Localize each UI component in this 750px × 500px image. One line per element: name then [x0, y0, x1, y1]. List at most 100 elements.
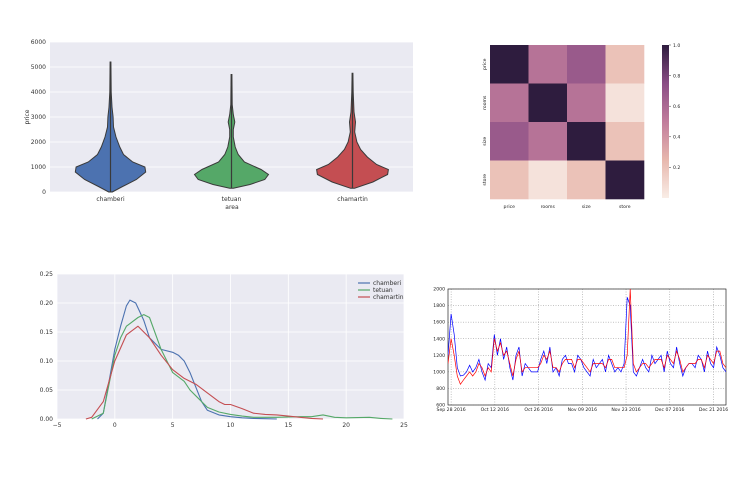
heatmap-cell	[567, 122, 606, 161]
colorbar-tick-label: 0.4	[673, 135, 680, 141]
timeseries-x-tick-label: Dec 21 2016	[699, 407, 728, 413]
heatmap-cell	[490, 122, 529, 161]
heatmap-column-label: rooms	[541, 204, 556, 210]
kde-y-tick-label: 0.10	[40, 358, 54, 365]
timeseries-x-tick-label: Dec 07 2016	[655, 407, 684, 413]
heatmap-column-label: price	[504, 204, 516, 210]
violin-y-tick-label: 4000	[31, 89, 46, 96]
kde-x-tick-label: 20	[342, 422, 350, 429]
timeseries-x-tick-label: Nov 23 2016	[611, 407, 640, 413]
kde-y-tick-label: 0.05	[40, 387, 54, 394]
violin-chart: 0 1000 2000 3000 4000 5000 6000 chamberi tetuan…	[24, 39, 413, 211]
violin-y-axis-label: price	[24, 109, 31, 124]
timeseries-y-tick-label: 800	[436, 386, 445, 392]
kde-line-chamartin	[85, 325, 324, 420]
timeseries-y-tick-label: 1000	[433, 369, 445, 375]
heatmap-cell	[528, 122, 568, 161]
kde-x-tick-label: 15	[285, 422, 293, 429]
timeseries-x-tick-label: Nov 09 2016	[568, 407, 597, 413]
timeseries-y-tick-label: 1200	[433, 353, 445, 359]
heatmap-cell	[528, 83, 568, 123]
timeseries-chart: 600 800 1000 1200 1400 1600 1800 2000 Sep 28 20…	[433, 287, 728, 413]
legend-label: chamartin	[373, 294, 404, 301]
timeseries-y-tick-label: 600	[436, 403, 445, 409]
kde-lines	[85, 299, 393, 420]
violin-bodies	[74, 61, 389, 193]
kde-x-tick-label: 25	[400, 422, 408, 429]
colorbar-tick-label: 1.0	[673, 43, 680, 49]
heatmap-cell	[528, 160, 568, 200]
kde-line-chamberi	[97, 299, 277, 420]
kde-line-tetuan	[91, 314, 393, 420]
heatmap-cell	[567, 160, 606, 200]
violin-y-tick-label: 2000	[31, 139, 46, 146]
violin-y-tick-label: 3000	[31, 114, 46, 121]
violin-x-tick-label: tetuan	[222, 196, 242, 203]
heatmap-cell	[605, 160, 645, 200]
heatmap-column-label: store	[619, 204, 631, 210]
timeseries-y-tick-label: 1400	[433, 336, 445, 342]
timeseries-x-tick-label: Oct 26 2016	[524, 407, 552, 413]
violin-y-tick-label: 5000	[31, 64, 46, 71]
heatmap-row-label: price	[482, 58, 488, 70]
heatmap-cell	[605, 45, 645, 84]
violin-x-axis-label: area	[225, 204, 239, 211]
heatmap-row-label: rooms	[482, 95, 488, 110]
colorbar-tick-label: 0.6	[673, 104, 680, 110]
kde-x-ticks: −5 0 5 10 15 20 25	[53, 422, 408, 429]
heatmap-cells	[490, 45, 645, 200]
violin-y-tick-label: 6000	[31, 39, 46, 46]
heatmap-cell	[567, 45, 606, 84]
timeseries-x-tick-label: Oct 12 2016	[481, 407, 509, 413]
kde-x-tick-label: 5	[171, 422, 175, 429]
legend-label: tetuan	[373, 287, 393, 294]
violin-y-tick-label: 1000	[31, 164, 46, 171]
timeseries-y-tick-label: 1600	[433, 320, 445, 326]
heatmap-colorbar	[662, 45, 669, 198]
kde-x-tick-label: 0	[113, 422, 117, 429]
kde-y-tick-label: 0.25	[40, 271, 54, 278]
kde-y-ticks: 0.00 0.05 0.10 0.15 0.20 0.25	[40, 271, 54, 423]
kde-y-tick-label: 0.20	[40, 300, 54, 307]
heatmap-cell	[528, 45, 568, 84]
heatmap-cell	[605, 122, 645, 161]
violin-y-tick-label: 0	[42, 189, 46, 196]
legend-label: chamberi	[373, 280, 402, 287]
kde-x-tick-label: −5	[53, 422, 62, 429]
heatmap-cell	[605, 83, 645, 123]
heatmap-row-labels: price rooms size store	[482, 58, 488, 185]
kde-x-tick-label: 10	[227, 422, 235, 429]
heatmap-row-label: store	[482, 174, 488, 186]
colorbar-ticks: 0.2 0.4 0.6 0.8 1.0	[669, 43, 680, 171]
kde-chart: 0.00 0.05 0.10 0.15 0.20 0.25 −5 0 5 10 15 20 25 ch…	[40, 271, 408, 429]
kde-y-tick-label: 0.00	[40, 416, 54, 423]
timeseries-lines	[448, 289, 726, 386]
timeseries-x-tick-label: Sep 28 2016	[437, 407, 466, 413]
heatmap-row-label: size	[482, 137, 488, 146]
timeseries-y-tick-label: 2000	[433, 287, 445, 293]
heatmap-cell	[490, 83, 529, 123]
kde-grid	[56, 273, 405, 420]
kde-y-tick-label: 0.15	[40, 329, 54, 336]
timeseries-grid	[448, 288, 726, 406]
colorbar-tick-label: 0.2	[673, 165, 680, 171]
timeseries-line-1	[448, 289, 726, 386]
timeseries-line-0	[448, 297, 726, 382]
timeseries-plot-area	[447, 288, 727, 406]
timeseries-y-tick-label: 1800	[433, 303, 445, 309]
heatmap-cell	[490, 160, 529, 200]
heatmap-column-labels: price rooms size store	[504, 204, 631, 210]
heatmap-column-label: size	[582, 204, 591, 210]
heatmap-cell	[490, 45, 529, 84]
timeseries-y-ticks: 600 800 1000 1200 1400 1600 1800 2000	[433, 287, 445, 409]
timeseries-x-ticks: Sep 28 2016 Oct 12 2016 Oct 26 2016 Nov 09 …	[437, 407, 729, 413]
violin-x-tick-label: chamartin	[337, 196, 368, 203]
violin-x-ticks: chamberi tetuan chamartin	[96, 196, 368, 203]
violin-x-tick-label: chamberi	[96, 196, 125, 203]
colorbar-tick-label: 0.8	[673, 73, 680, 79]
heatmap-cell	[567, 83, 606, 123]
violin-y-ticks: 0 1000 2000 3000 4000 5000 6000	[31, 39, 46, 196]
